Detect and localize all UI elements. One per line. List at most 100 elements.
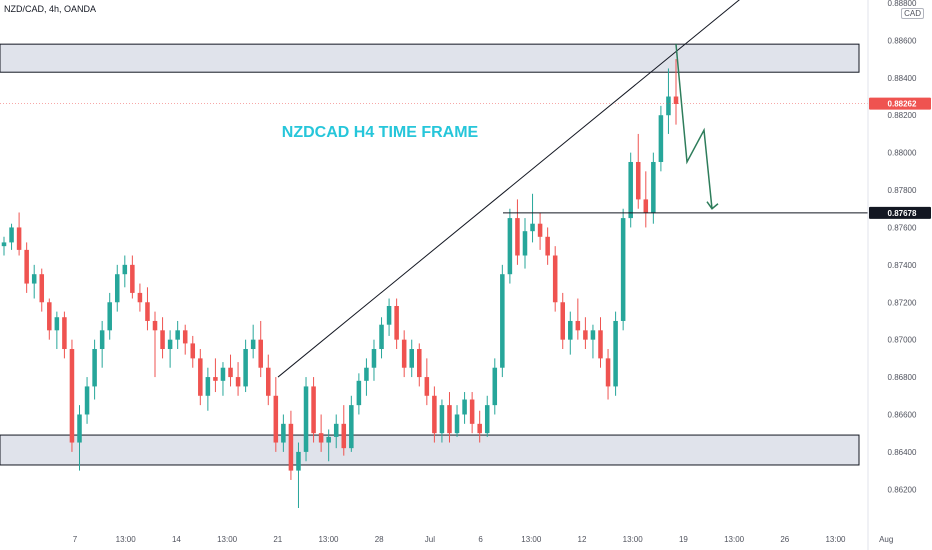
candle-body: [349, 405, 354, 449]
candle-body: [99, 330, 105, 350]
candle-body: [673, 96, 679, 104]
x-tick-label: 21: [273, 535, 282, 544]
annotation-layer: [0, 0, 868, 378]
candle-body: [386, 306, 392, 325]
y-tick-label: 0.88400: [888, 74, 917, 83]
x-tick-label: 7: [73, 535, 78, 544]
candle-body: [152, 320, 158, 331]
candle-body: [122, 264, 128, 275]
zone-rect: [0, 434, 860, 466]
candle-body: [243, 349, 248, 387]
candle-body: [145, 302, 150, 321]
axes-layer: 0.86200 0.86400 0.86600 0.86800 0.87000 0.872…: [73, 0, 931, 550]
projection-path: [675, 44, 713, 209]
x-tick-label: 13:00: [825, 535, 846, 544]
candle-body: [605, 358, 611, 387]
candle-body: [24, 249, 29, 284]
candle-body: [54, 317, 60, 331]
candle-body: [69, 349, 75, 443]
x-tick-label: Aug: [879, 535, 893, 544]
candle-body: [311, 386, 316, 434]
candle-body: [107, 302, 112, 331]
candle-body: [213, 377, 218, 381]
candle-body: [477, 423, 482, 434]
candle-body: [175, 330, 180, 340]
y-tick-label: 0.87800: [888, 186, 917, 195]
candle-body: [167, 339, 173, 350]
candle-body: [568, 320, 573, 340]
x-tick-label: 13:00: [724, 535, 745, 544]
x-tick-label: 13:00: [318, 535, 339, 544]
candle-body: [92, 349, 97, 387]
target-level-label-text: 0.87678: [888, 209, 917, 218]
candle-body: [379, 324, 384, 350]
candle-body: [16, 227, 22, 250]
trendline: [277, 0, 740, 378]
candle-body: [575, 320, 581, 331]
candle-body: [560, 302, 566, 340]
candle-body: [620, 218, 626, 321]
candle-body: [326, 436, 331, 443]
candle-body: [424, 377, 430, 396]
y-tick-label: 0.86200: [888, 485, 917, 494]
candle-body: [281, 423, 286, 443]
candle-body: [266, 367, 271, 396]
x-tick-label: 19: [679, 535, 688, 544]
x-tick-label: 12: [578, 535, 587, 544]
candle-body: [507, 218, 513, 275]
y-tick-label: 0.88200: [888, 111, 917, 120]
candle-body: [583, 330, 588, 340]
candle-body: [318, 433, 324, 443]
candle-body: [394, 306, 399, 340]
zone-rect: [0, 43, 860, 73]
y-tick-label: 0.88800: [888, 0, 917, 8]
chart-title: NZDCAD H4 TIME FRAME: [282, 124, 479, 141]
candle-body: [47, 302, 52, 331]
current-price-label-badge: [869, 97, 931, 110]
candle-body: [417, 349, 422, 378]
candle-body: [62, 317, 67, 350]
candle-body: [447, 405, 452, 434]
candle-body: [258, 339, 263, 368]
candle-body: [114, 274, 120, 303]
y-tick-label: 0.87400: [888, 261, 917, 270]
y-tick-label: 0.88600: [888, 36, 917, 45]
candle-body: [432, 395, 437, 434]
candle-body: [590, 330, 596, 340]
x-tick-label: 28: [375, 535, 384, 544]
currency-label: CAD: [901, 8, 924, 19]
candle-body: [198, 358, 203, 396]
candle-body: [333, 423, 339, 437]
candle-body: [484, 405, 490, 434]
candle-body: [31, 274, 37, 284]
x-tick-label: Jul: [425, 535, 435, 544]
candle-body: [77, 414, 82, 443]
candle-body: [182, 330, 188, 344]
y-tick-label: 0.86800: [888, 373, 917, 382]
candle-body: [39, 274, 45, 303]
x-tick-label: 13:00: [623, 535, 644, 544]
candle-body: [220, 367, 226, 381]
candle-body: [492, 367, 498, 406]
candle-body: [296, 451, 301, 471]
candle-body: [235, 377, 241, 387]
candle-body: [643, 199, 649, 213]
candle-body: [500, 274, 505, 368]
candle-body: [9, 227, 14, 243]
current-price-label-text: 0.88262: [888, 100, 917, 109]
candle-body: [613, 320, 618, 387]
candle-body: [552, 255, 558, 303]
candle-body: [356, 380, 362, 406]
candle-body: [303, 386, 309, 452]
candle-body: [190, 343, 196, 359]
candle-body: [651, 161, 656, 213]
candle-body: [364, 367, 369, 381]
candle-body: [635, 161, 641, 200]
candle-body: [273, 395, 279, 443]
candle-body: [628, 161, 633, 219]
candle-body: [84, 386, 90, 415]
candle-body: [537, 223, 543, 237]
candle-body: [666, 96, 671, 116]
